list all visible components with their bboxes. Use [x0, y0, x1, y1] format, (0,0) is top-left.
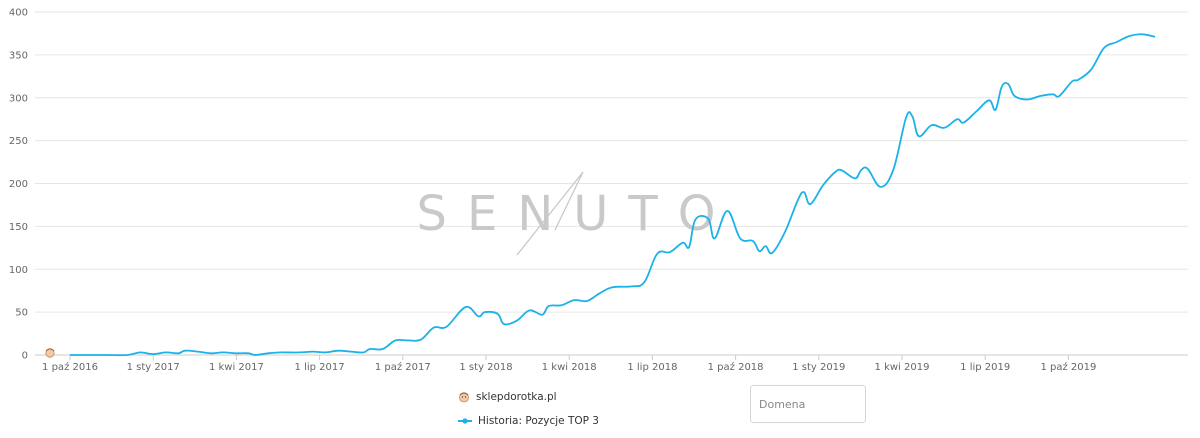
legend-item-series[interactable]: Historia: Pozycje TOP 3: [458, 414, 599, 427]
x-tick-label: 1 lip 2017: [295, 362, 345, 373]
x-tick-label: 1 kwi 2018: [542, 362, 597, 373]
x-tick-label: 1 sty 2018: [459, 362, 512, 373]
legend-domain-label: sklepdorotka.pl: [476, 390, 557, 403]
x-tick-label: 1 paź 2016: [42, 361, 98, 373]
x-tick-label: 1 kwi 2019: [875, 362, 930, 373]
y-tick-label: 200: [9, 179, 28, 190]
legend-item-domain[interactable]: sklepdorotka.pl: [458, 390, 599, 403]
x-tick-label: 1 lip 2018: [627, 362, 677, 373]
y-tick-label: 50: [15, 308, 28, 319]
grid: [35, 11, 1188, 356]
x-tick-label: 1 lip 2019: [960, 362, 1010, 373]
y-tick-label: 100: [9, 265, 28, 276]
watermark-slash-mark: [516, 171, 584, 256]
y-tick-label: 150: [9, 222, 28, 233]
series-line-icon: [458, 417, 472, 424]
x-tick-label: 1 sty 2019: [792, 362, 845, 373]
series-line-top3: [70, 33, 1156, 357]
y-axis: 0 50 100 150 200 250 300 350 400: [9, 8, 28, 362]
marker-hair: [45, 348, 55, 352]
x-tick-label: 1 kwi 2017: [209, 362, 264, 373]
domain-input[interactable]: [750, 385, 866, 423]
watermark-logo: SENUTO: [417, 171, 736, 256]
legend: sklepdorotka.pl Historia: Pozycje TOP 3: [458, 390, 599, 438]
y-tick-label: 350: [9, 50, 28, 61]
watermark-text: SENUTO: [417, 186, 736, 242]
y-tick-label: 250: [9, 136, 28, 147]
domain-avatar-icon: [459, 391, 469, 402]
x-tick-label: 1 paź 2019: [1040, 361, 1096, 373]
y-tick-label: 400: [9, 8, 28, 19]
domain-marker-icon: [45, 348, 55, 358]
y-tick-label: 300: [9, 93, 28, 104]
x-axis: 1 paź 2016 1 sty 2017 1 kwi 2017 1 lip 2017…: [42, 355, 1096, 373]
y-tick-label: 0: [22, 351, 28, 362]
x-tick-label: 1 paź 2018: [708, 361, 764, 373]
legend-series-label: Historia: Pozycje TOP 3: [478, 414, 599, 427]
x-tick-label: 1 paź 2017: [375, 361, 431, 373]
markers-group: [45, 348, 55, 358]
series-group: [70, 33, 1156, 357]
x-tick-label: 1 sty 2017: [127, 362, 180, 373]
